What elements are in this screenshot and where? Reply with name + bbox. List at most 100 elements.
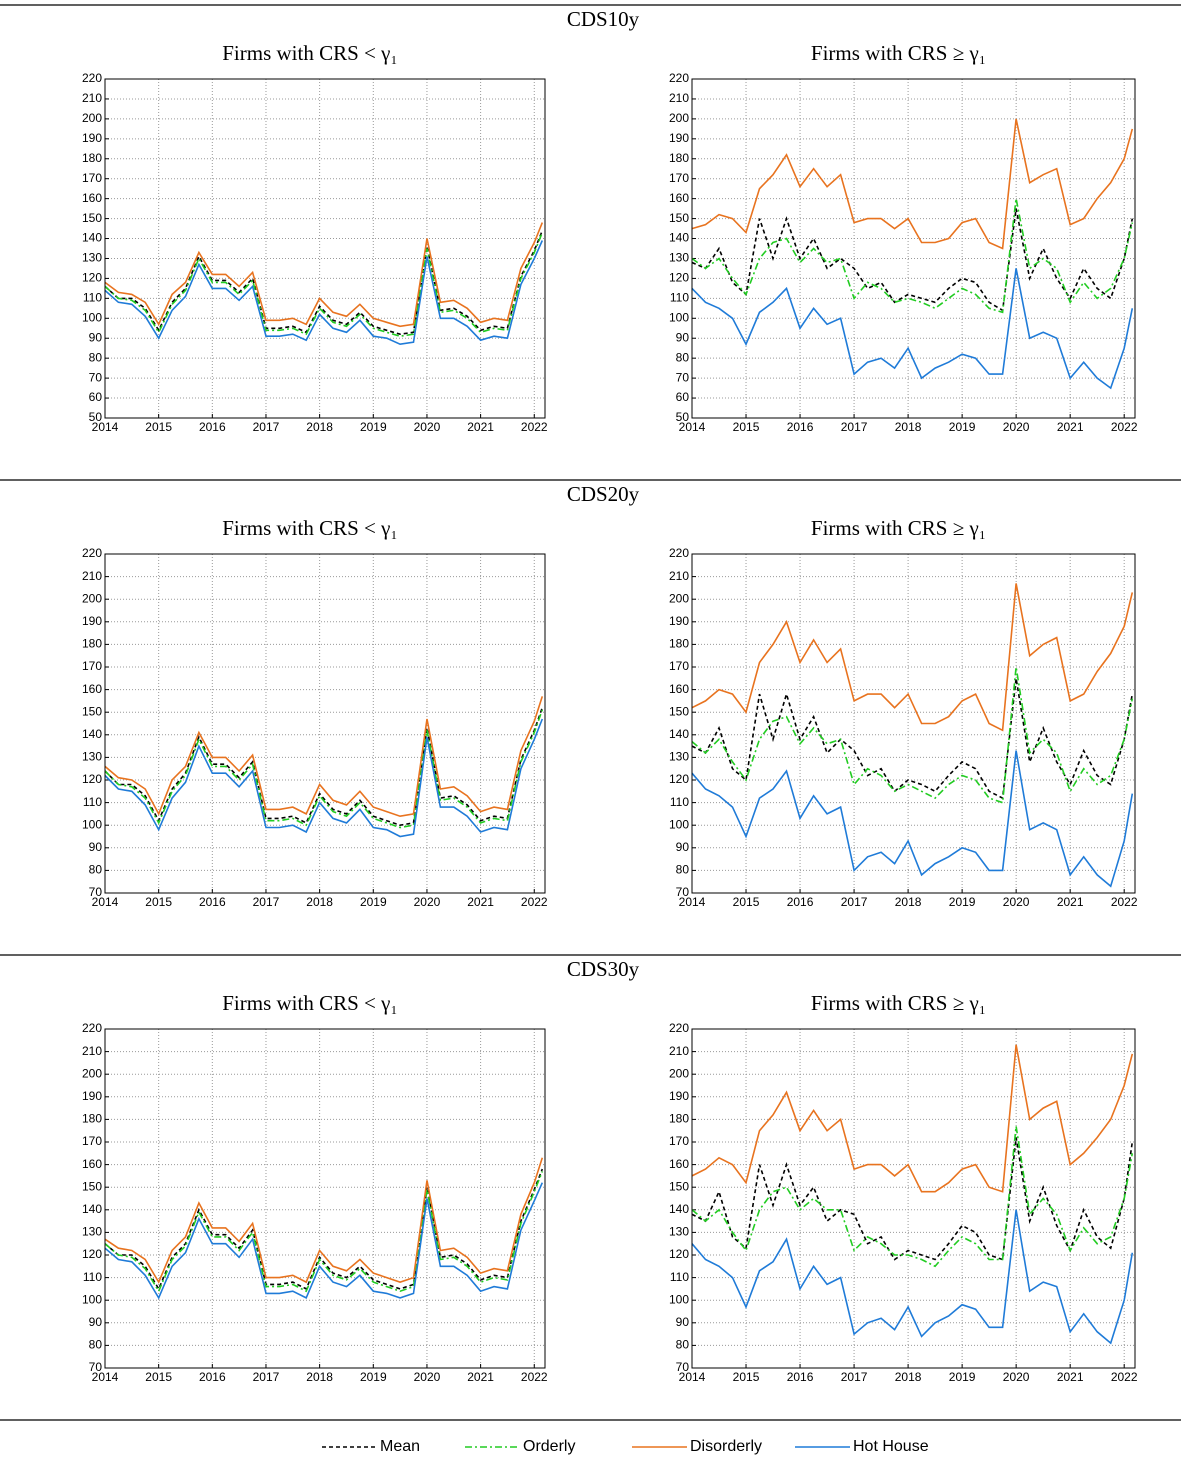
y-tick-label: 200 (669, 591, 689, 605)
x-tick-label: 2022 (1111, 1370, 1138, 1384)
x-tick-label: 2016 (787, 1370, 814, 1384)
y-tick-label: 110 (670, 795, 689, 809)
y-tick-label: 150 (669, 704, 689, 718)
y-tick-label: 190 (82, 1089, 102, 1103)
x-tick-label: 2021 (467, 1370, 494, 1384)
y-tick-label: 220 (82, 1021, 102, 1035)
x-tick-label: 2016 (787, 895, 814, 909)
x-tick-label: 2019 (949, 420, 976, 434)
y-tick-label: 150 (669, 211, 689, 225)
y-tick-label: 190 (669, 131, 689, 145)
y-tick-label: 210 (669, 1044, 689, 1058)
legend-label: Orderly (523, 1438, 575, 1455)
y-tick-label: 140 (82, 1202, 102, 1216)
y-tick-label: 80 (89, 1338, 103, 1352)
x-tick-label: 2021 (467, 420, 494, 434)
y-tick-label: 70 (89, 370, 103, 384)
y-tick-label: 160 (669, 682, 689, 696)
series-line (104, 709, 544, 829)
y-tick-label: 190 (82, 131, 102, 145)
x-tick-label: 2022 (521, 420, 548, 434)
legend-label: Mean (380, 1438, 420, 1455)
y-tick-label: 100 (669, 310, 689, 324)
y-tick-label: 140 (669, 1202, 689, 1216)
x-tick-label: 2022 (521, 895, 548, 909)
y-tick-label: 50 (89, 410, 103, 424)
y-tick-label: 120 (82, 271, 102, 285)
plot-frame (104, 1028, 546, 1369)
x-tick-label: 2022 (521, 1370, 548, 1384)
y-tick-label: 80 (676, 1338, 690, 1352)
series-line (691, 198, 1134, 314)
series-line (104, 232, 544, 338)
x-tick-label: 2015 (733, 895, 760, 909)
y-tick-label: 200 (669, 1066, 689, 1080)
y-tick-label: 150 (82, 704, 102, 718)
x-tick-label: 2019 (360, 1370, 387, 1384)
series-line (691, 208, 1134, 312)
x-tick-label: 2018 (306, 420, 333, 434)
x-tick-label: 2015 (145, 895, 172, 909)
series-line (104, 222, 544, 328)
section-title: CDS10y (567, 7, 640, 31)
x-tick-label: 2018 (306, 895, 333, 909)
y-tick-label: 170 (82, 1134, 102, 1148)
y-tick-label: 210 (669, 91, 689, 105)
y-tick-label: 160 (82, 682, 102, 696)
series-line (691, 1209, 1134, 1345)
y-tick-label: 170 (82, 171, 102, 185)
y-tick-label: 220 (82, 71, 102, 85)
y-tick-label: 190 (669, 1089, 689, 1103)
y-tick-label: 180 (82, 151, 102, 165)
x-tick-label: 2014 (92, 420, 119, 434)
x-tick-label: 2019 (949, 1370, 976, 1384)
chart-title: Firms with CRS ≥ γ₁ (811, 516, 986, 540)
y-tick-label: 70 (676, 885, 690, 899)
series-line (104, 240, 544, 346)
x-tick-label: 2014 (679, 1370, 706, 1384)
y-tick-label: 90 (89, 330, 103, 344)
y-tick-label: 70 (676, 1360, 690, 1374)
y-tick-label: 190 (669, 614, 689, 628)
y-tick-label: 220 (669, 546, 689, 560)
y-tick-label: 180 (669, 637, 689, 651)
y-tick-label: 180 (82, 1112, 102, 1126)
y-tick-label: 60 (676, 390, 690, 404)
y-tick-label: 150 (669, 1179, 689, 1193)
plot-frame (104, 78, 546, 419)
series-line (104, 1182, 544, 1300)
y-tick-label: 140 (669, 727, 689, 741)
y-tick-label: 160 (82, 191, 102, 205)
series-line (104, 696, 544, 818)
y-tick-label: 170 (669, 171, 689, 185)
x-tick-label: 2018 (306, 1370, 333, 1384)
chart-title: Firms with CRS ≥ γ₁ (811, 991, 986, 1015)
legend-label: Disorderly (690, 1438, 762, 1455)
y-tick-label: 220 (669, 1021, 689, 1035)
y-tick-label: 90 (676, 330, 690, 344)
y-tick-label: 70 (89, 885, 103, 899)
series-line (691, 750, 1134, 888)
section-title: CDS20y (567, 482, 640, 506)
y-tick-label: 200 (669, 111, 689, 125)
y-tick-label: 210 (669, 569, 689, 583)
series-line (691, 268, 1134, 390)
y-tick-label: 100 (82, 1292, 102, 1306)
series-line (691, 1126, 1134, 1268)
y-tick-label: 210 (82, 569, 102, 583)
plot-frame (691, 553, 1136, 894)
y-tick-label: 100 (669, 817, 689, 831)
x-tick-label: 2016 (199, 895, 226, 909)
x-tick-label: 2015 (145, 1370, 172, 1384)
y-tick-label: 130 (82, 750, 102, 764)
series-line (104, 1157, 544, 1284)
y-tick-label: 130 (82, 251, 102, 265)
chart-title: Firms with CRS ≥ γ₁ (811, 41, 986, 65)
y-tick-label: 130 (669, 1225, 689, 1239)
y-tick-label: 160 (669, 1157, 689, 1171)
y-tick-label: 70 (676, 370, 690, 384)
x-tick-label: 2014 (679, 420, 706, 434)
y-tick-label: 220 (669, 71, 689, 85)
series-line (691, 118, 1134, 250)
series-line (104, 1168, 544, 1291)
